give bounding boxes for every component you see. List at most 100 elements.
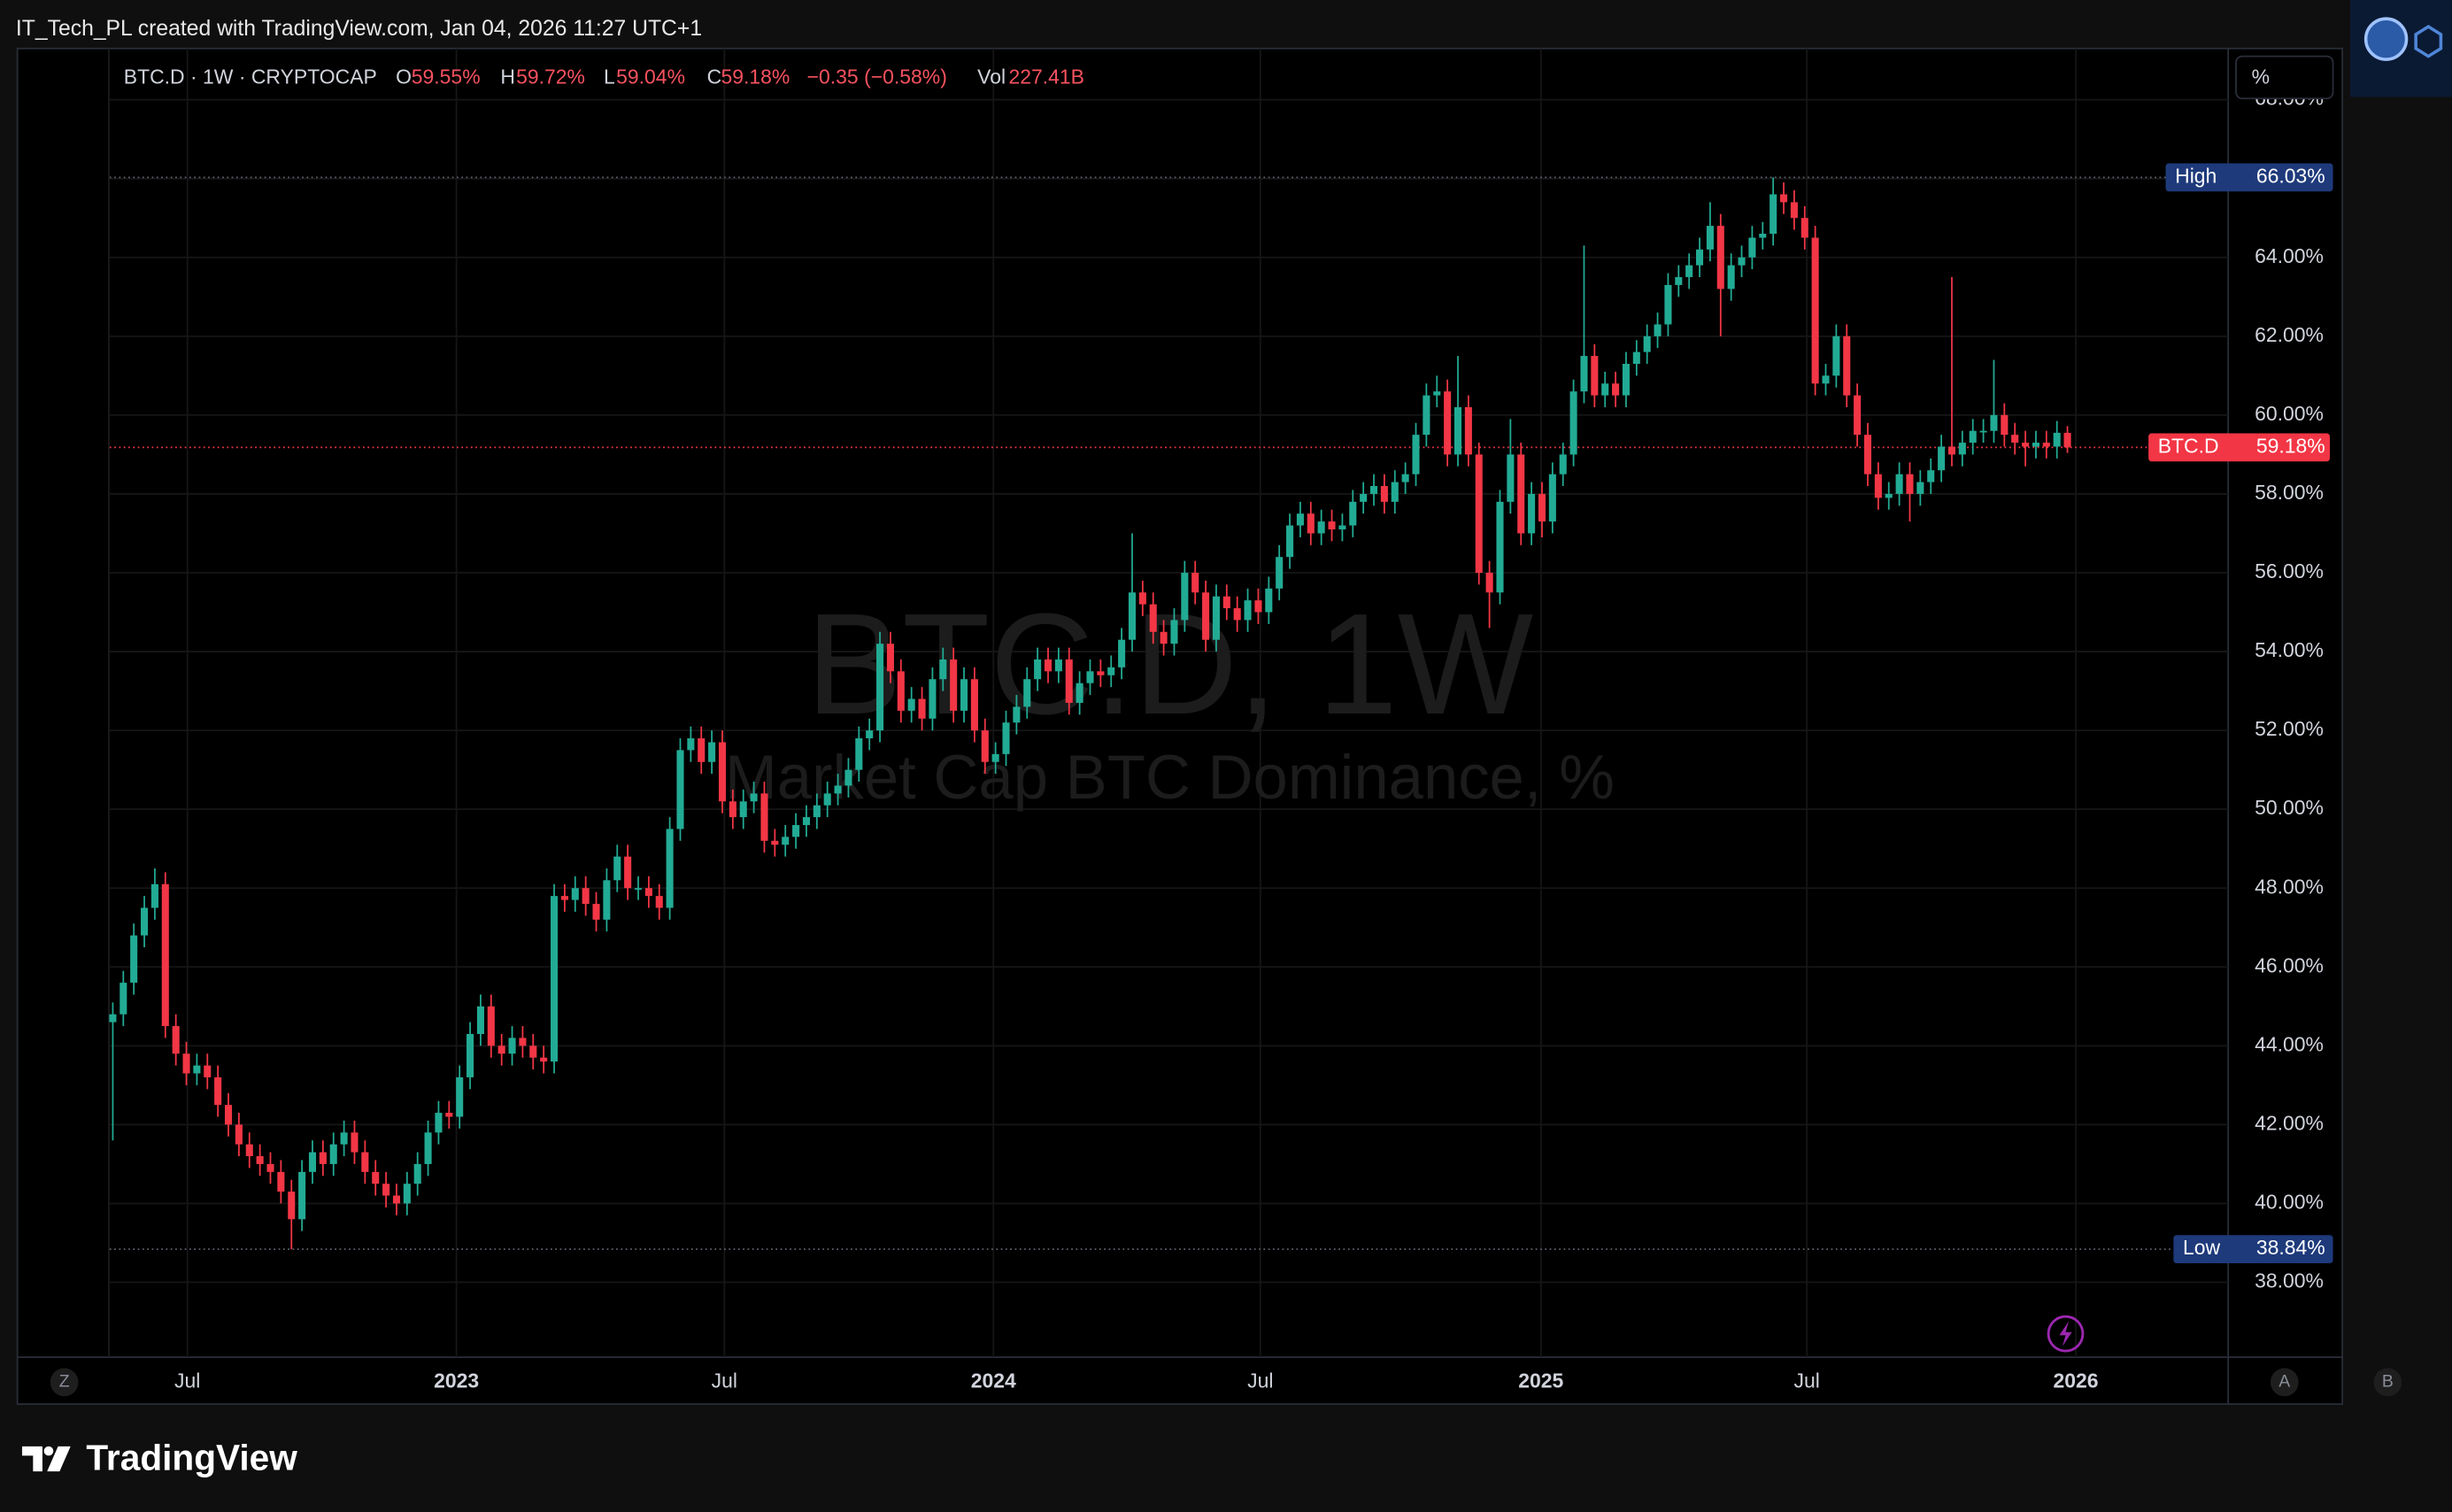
candle-body: [1716, 226, 1724, 289]
candle-body: [277, 1171, 285, 1192]
candle: [782, 824, 790, 857]
candle-body: [266, 1163, 274, 1172]
candle-body: [1128, 592, 1137, 640]
candles: [109, 177, 2071, 1250]
candle-body: [582, 888, 590, 905]
candle-body: [687, 738, 695, 751]
legend-value: 227.41B: [1008, 65, 1084, 88]
candle: [1181, 560, 1189, 632]
candle: [466, 1022, 474, 1090]
candle: [1212, 584, 1220, 652]
candle: [1632, 340, 1640, 376]
candle: [182, 1041, 190, 1085]
candle-body: [340, 1132, 348, 1145]
candle-body: [382, 1184, 390, 1196]
candle-body: [1412, 435, 1420, 474]
candle: [256, 1144, 264, 1176]
candle: [1138, 580, 1146, 616]
candle: [109, 1002, 117, 1141]
candle: [1863, 422, 1872, 487]
candle: [497, 1033, 505, 1066]
candle-body: [1170, 620, 1178, 644]
candle: [319, 1140, 327, 1176]
candle: [1854, 383, 1862, 447]
candle-body: [372, 1171, 380, 1184]
candle-body: [1485, 572, 1493, 593]
candle: [340, 1120, 348, 1157]
candle: [130, 923, 138, 995]
candle-body: [1779, 194, 1788, 203]
brand-button[interactable]: [2373, 1368, 2402, 1397]
candle: [1149, 592, 1157, 644]
candle-body: [1675, 277, 1683, 285]
candle-body: [2063, 432, 2071, 448]
alert-icon[interactable]: [2047, 1315, 2085, 1353]
candle: [729, 789, 736, 829]
candle-body: [1738, 257, 1746, 266]
candle: [445, 1100, 453, 1129]
auto-button[interactable]: [2270, 1368, 2299, 1397]
candle-body: [1548, 474, 1556, 522]
candle-body: [245, 1144, 253, 1157]
candle: [277, 1160, 285, 1204]
candle-body: [109, 1014, 117, 1022]
candle-body: [750, 793, 758, 802]
candle-body: [666, 829, 674, 908]
candle-body: [782, 837, 790, 845]
candle-body: [1958, 443, 1966, 455]
candle: [424, 1120, 432, 1176]
candle-body: [1276, 557, 1284, 589]
icon-hex: [2414, 24, 2443, 58]
candle: [1317, 509, 1325, 545]
candle-body: [308, 1152, 317, 1172]
candle-body: [1854, 395, 1862, 436]
candle: [435, 1100, 443, 1145]
candle-body: [1118, 639, 1126, 667]
candle: [161, 872, 169, 1038]
icon-coin: [2363, 17, 2409, 61]
y-tick-label: 54.00%: [2255, 638, 2324, 661]
candle: [1044, 647, 1053, 683]
candle: [687, 726, 695, 762]
candle: [413, 1152, 421, 1196]
candle: [1654, 312, 1662, 349]
candle: [1380, 474, 1388, 514]
candle: [613, 845, 621, 892]
candle-body: [519, 1038, 527, 1046]
candle-body: [1538, 493, 1546, 522]
candle-body: [918, 698, 926, 719]
candle: [571, 876, 579, 912]
candle: [1759, 221, 1767, 250]
candle-body: [1622, 363, 1630, 396]
candle: [918, 687, 926, 731]
header-text: IT_Tech_PL created with TradingView.com,…: [16, 17, 702, 41]
candle: [1569, 379, 1577, 467]
price-badge-value: 66.03%: [2256, 164, 2325, 187]
candle: [1464, 395, 1472, 467]
candle: [120, 970, 127, 1027]
candle: [1675, 265, 1683, 297]
candle: [592, 891, 600, 932]
candle-body: [950, 659, 958, 711]
candle-body: [150, 883, 158, 908]
candle-body: [634, 888, 643, 891]
zoom-button[interactable]: [50, 1368, 79, 1397]
candle-body: [897, 671, 905, 711]
logo-part: [47, 1446, 71, 1472]
candle: [1979, 419, 1987, 444]
candle: [1559, 443, 1567, 487]
candle: [1401, 462, 1409, 494]
candle-body: [1822, 375, 1830, 384]
candle: [519, 1026, 527, 1058]
candle: [718, 730, 727, 814]
candle: [750, 782, 758, 814]
candle-body: [256, 1156, 264, 1164]
candle-body: [1832, 336, 1840, 376]
candle: [1496, 490, 1504, 605]
legend-key: L: [604, 65, 615, 88]
candle-body: [1696, 249, 1704, 266]
scale-mode-button[interactable]: [2235, 55, 2334, 100]
candle: [855, 726, 863, 783]
footer-logo: [21, 1446, 71, 1472]
price-badge: [2165, 163, 2333, 192]
